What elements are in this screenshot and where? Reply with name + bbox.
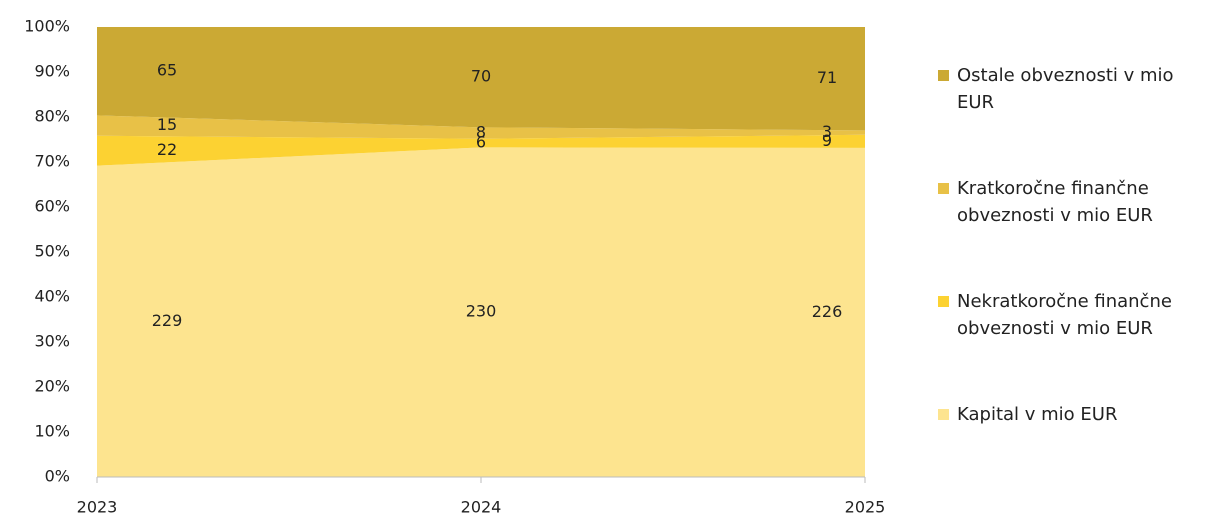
x-tick-label: 2024: [461, 498, 502, 517]
y-tick-label: 30%: [34, 332, 70, 351]
y-tick-label: 100%: [24, 17, 70, 36]
legend-label: Ostale obveznosti v mio EUR: [957, 65, 1174, 113]
legend-label: Kratkoročne finančne obveznosti v mio EU…: [957, 178, 1153, 226]
legend-item: Kapital v mio EUR: [938, 401, 1213, 428]
data-label: 8: [476, 123, 486, 142]
data-label: 6: [476, 133, 486, 152]
data-label: 229: [152, 311, 183, 330]
y-tick-label: 50%: [34, 242, 70, 261]
data-label: 22: [157, 140, 177, 159]
y-tick-label: 70%: [34, 152, 70, 171]
area: [97, 134, 865, 166]
legend-item: Ostale obveznosti v mio EUR: [938, 62, 1213, 116]
area: [97, 27, 865, 131]
legend-item: Kratkoročne finančne obveznosti v mio EU…: [938, 175, 1213, 229]
data-label: 3: [822, 122, 832, 141]
y-tick-label: 40%: [34, 287, 70, 306]
legend-swatch: [938, 296, 949, 307]
data-label: 230: [466, 302, 497, 321]
data-label: 71: [817, 68, 837, 87]
y-tick-label: 10%: [34, 422, 70, 441]
legend-item: Nekratkoročne finančne obveznosti v mio …: [938, 288, 1213, 342]
y-tick-label: 80%: [34, 107, 70, 126]
data-label: 65: [157, 61, 177, 80]
y-tick-label: 0%: [45, 467, 70, 486]
legend-swatch: [938, 409, 949, 420]
data-label: 226: [812, 302, 843, 321]
data-label: 70: [471, 67, 491, 86]
y-tick-label: 90%: [34, 62, 70, 81]
legend-label: Nekratkoročne finančne obveznosti v mio …: [957, 291, 1172, 339]
y-tick-label: 20%: [34, 377, 70, 396]
legend-swatch: [938, 183, 949, 194]
data-label: 9: [822, 131, 832, 150]
y-tick-label: 60%: [34, 197, 70, 216]
x-tick-label: 2023: [77, 498, 118, 517]
data-label: 15: [157, 115, 177, 134]
legend-swatch: [938, 70, 949, 81]
x-tick-label: 2025: [845, 498, 886, 517]
area: [97, 147, 865, 477]
area: [97, 115, 865, 139]
legend-label: Kapital v mio EUR: [957, 404, 1118, 425]
